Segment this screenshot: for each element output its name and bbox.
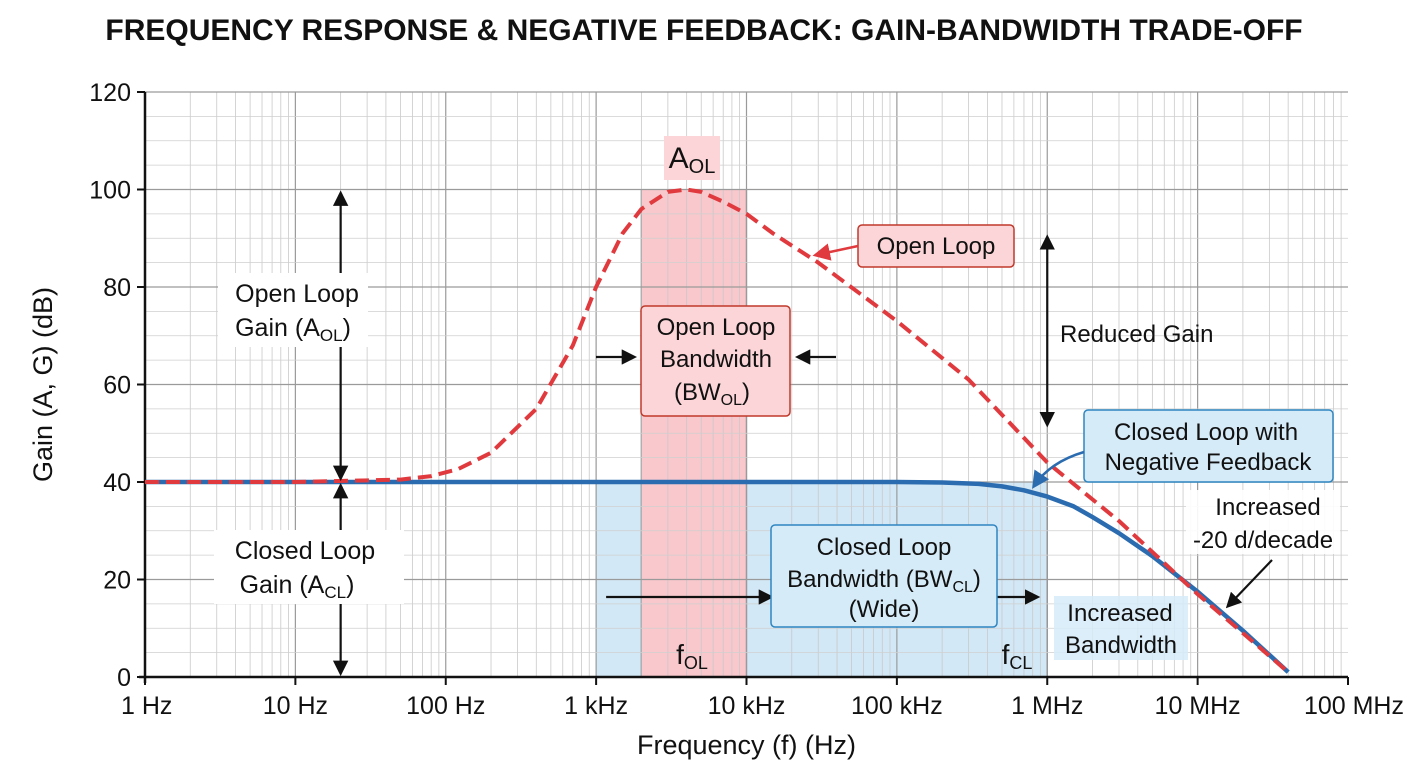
increased-slope-arrow bbox=[1225, 559, 1273, 609]
open-loop-tag-arrow bbox=[812, 243, 859, 261]
open-loop-bw-line1: Open Loop bbox=[657, 314, 776, 341]
y-tick-label: 60 bbox=[103, 372, 131, 400]
x-tick-label: 10 MHz bbox=[1155, 692, 1241, 720]
closed-loop-line bbox=[145, 479, 1290, 674]
x-tick-label: 10 Hz bbox=[263, 692, 328, 720]
open-loop-gain-bg bbox=[218, 273, 368, 347]
y-tick-label: 0 bbox=[117, 664, 131, 692]
increased-slope-line1: Increased bbox=[1215, 494, 1320, 521]
x-tick-label: 100 kHz bbox=[851, 692, 943, 720]
closed-loop-neg-fb-line2: Negative Feedback bbox=[1105, 449, 1313, 476]
closed-loop-bw-line1: Closed Loop bbox=[817, 534, 952, 561]
open-loop-bw-box bbox=[640, 305, 791, 417]
y-tick-label: 80 bbox=[103, 274, 131, 302]
y-tick-label: 40 bbox=[103, 469, 131, 497]
increased-slope-line2: -20 d/decade bbox=[1193, 527, 1333, 554]
x-tick-label: 100 Hz bbox=[406, 692, 485, 720]
reduced-gain-label: Reduced Gain bbox=[1060, 321, 1213, 348]
increased-bw-line2: Bandwidth bbox=[1065, 632, 1177, 659]
x-tick-label: 10 kHz bbox=[708, 692, 786, 720]
y-axis-label: Gain (A, G) (dB) bbox=[28, 287, 58, 482]
closed-loop-bw-line3: (Wide) bbox=[849, 596, 920, 623]
x-tick-label: 100 MHz bbox=[1304, 692, 1404, 720]
open-loop-line bbox=[145, 187, 1290, 674]
f-ol-label: fOL bbox=[676, 639, 708, 673]
closed-loop-bw-box bbox=[770, 524, 998, 628]
y-tick-label: 20 bbox=[103, 567, 131, 595]
closed-loop-neg-fb-line1: Closed Loop with bbox=[1114, 419, 1298, 446]
y-tick-label: 120 bbox=[89, 79, 131, 107]
increased-bw-bg bbox=[1054, 596, 1188, 660]
open-loop-bw-line3: (BWOL) bbox=[674, 379, 750, 409]
closed-loop-gain-line1: Closed Loop bbox=[235, 537, 375, 565]
open-loop-tag: Open Loop bbox=[877, 233, 996, 260]
x-tick-label: 1 Hz bbox=[121, 692, 172, 720]
open-loop-gain-line2: Gain (AOL) bbox=[235, 314, 351, 345]
closed-loop-gain-line2: Gain (ACL) bbox=[240, 571, 355, 602]
aol-peak-bg bbox=[664, 136, 720, 180]
f-cl-label: fCL bbox=[1002, 639, 1033, 673]
closed-loop-bw-line2: Bandwidth (BWCL) bbox=[787, 566, 981, 596]
x-tick-label: 1 kHz bbox=[564, 692, 628, 720]
closed-loop-neg-fb-box bbox=[1083, 409, 1334, 483]
x-axis-label: Frequency (f) (Hz) bbox=[637, 730, 856, 760]
closed-loop-neg-fb-arrow bbox=[1032, 450, 1085, 489]
increased-bw-line1: Increased bbox=[1067, 600, 1172, 627]
x-tick-label: 1 MHz bbox=[1011, 692, 1083, 720]
closed-loop-gain-bg bbox=[214, 530, 404, 604]
increased-slope-bg bbox=[1186, 490, 1340, 554]
open-loop-gain-line1: Open Loop bbox=[235, 280, 359, 308]
open-loop-bw-line2: Bandwidth bbox=[660, 346, 772, 373]
y-tick-label: 100 bbox=[89, 177, 131, 205]
chart-title: FREQUENCY RESPONSE & NEGATIVE FEEDBACK: … bbox=[105, 14, 1303, 47]
aol-peak-label: AOL bbox=[669, 142, 716, 178]
